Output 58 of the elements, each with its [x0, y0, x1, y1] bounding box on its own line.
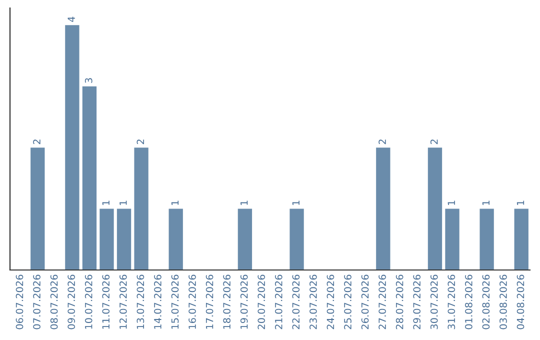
x-tick-label: 31.07.2026	[448, 274, 456, 330]
bar	[290, 208, 304, 270]
x-tick-label: 26.07.2026	[361, 274, 369, 330]
x-tick-label: 09.07.2026	[68, 274, 76, 330]
bar	[30, 148, 45, 270]
x-tick-label: 06.07.2026	[16, 274, 24, 330]
x-tick-label: 24.07.2026	[326, 274, 334, 330]
x-tick-label: 14.07.2026	[154, 274, 162, 329]
x-tick-label: 15.07.2026	[171, 274, 179, 329]
x-tick-label: 23.07.2026	[310, 274, 317, 330]
x-tick-label: 19.07.2026	[240, 274, 248, 329]
data-label: 1	[102, 200, 110, 205]
x-tick-label: 08.07.2026	[50, 274, 58, 330]
x-tick-label: 04.08.2026	[516, 274, 524, 330]
x-tick-label: 07.07.2026	[33, 274, 40, 330]
bar	[65, 25, 80, 270]
bar	[238, 208, 252, 270]
bar	[82, 86, 97, 270]
x-tick-label: 01.08.2026	[465, 274, 472, 330]
bar	[428, 148, 442, 270]
x-tick-label: 18.07.2026	[223, 274, 230, 329]
data-label: 1	[482, 200, 490, 205]
x-tick-label: 21.07.2026	[274, 274, 282, 330]
bar	[514, 208, 528, 270]
data-label: 1	[120, 200, 127, 205]
data-label: 1	[292, 200, 300, 205]
x-tick-label: 13.07.2026	[136, 274, 144, 329]
bar	[445, 208, 460, 270]
x-tick-label: 22.07.2026	[292, 274, 300, 330]
bar	[168, 208, 183, 270]
data-label: 1	[240, 200, 248, 205]
x-tick-label: 25.07.2026	[344, 274, 352, 330]
x-tick-label: 16.07.2026	[188, 274, 196, 329]
x-tick-label: 03.08.2026	[500, 274, 507, 330]
data-label: 2	[430, 140, 438, 144]
x-tick-label: 27.07.2026	[378, 274, 386, 330]
x-tick-label: 30.07.2026	[430, 274, 438, 330]
data-label: 2	[378, 140, 386, 144]
data-label: 3	[84, 78, 92, 83]
x-tick-label: 29.07.2026	[413, 274, 421, 330]
data-label: 4	[68, 16, 75, 22]
bar	[376, 148, 390, 270]
data-label: 1	[516, 200, 524, 205]
x-tick-label: 12.07.2026	[119, 274, 127, 329]
bar	[134, 148, 148, 270]
x-tick-label: 28.07.2026	[396, 274, 404, 330]
data-label: 2	[33, 140, 40, 144]
x-tick-label: 17.07.2026	[206, 274, 214, 329]
bar	[480, 208, 494, 270]
data-label: 1	[171, 200, 179, 205]
x-tick-label: 11.07.2026	[102, 274, 110, 329]
bar	[116, 208, 132, 270]
bar	[100, 208, 114, 270]
data-label: 2	[136, 140, 144, 144]
x-tick-label: 20.07.2026	[258, 274, 266, 330]
x-tick-label: 02.08.2026	[482, 274, 490, 330]
x-tick-label: 10.07.2026	[84, 274, 92, 329]
data-label: 1	[448, 200, 455, 205]
